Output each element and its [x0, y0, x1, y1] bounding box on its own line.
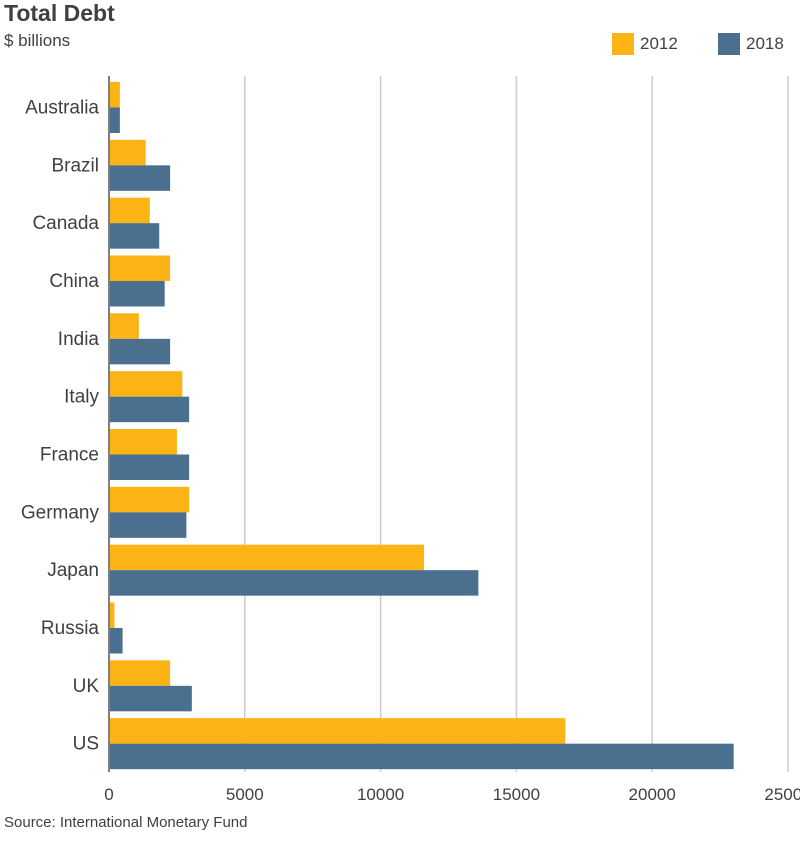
- x-tick-label: 10000: [357, 785, 404, 804]
- x-tick-label: 0: [104, 785, 113, 804]
- bar-2012: [109, 82, 120, 108]
- legend-label-2012: 2012: [640, 34, 678, 53]
- chart-title: Total Debt: [4, 0, 115, 26]
- legend-item-2012: 2012: [612, 32, 678, 56]
- legend-swatch-2018: [718, 33, 740, 55]
- bar-2012: [109, 197, 150, 224]
- y-category-label: China: [49, 271, 99, 292]
- bar-2018: [109, 281, 165, 307]
- bar-2018: [109, 107, 120, 133]
- bar-2012: [109, 313, 139, 339]
- bars: [109, 82, 734, 770]
- x-tick-label: 5000: [226, 785, 264, 804]
- y-category-label: Canada: [32, 213, 99, 234]
- legend-label-2018: 2018: [746, 34, 784, 53]
- y-category-label: Germany: [21, 502, 100, 523]
- bar-2018: [109, 570, 479, 596]
- bar-2018: [109, 685, 192, 712]
- bar-2018: [109, 223, 160, 249]
- legend-swatch-2012: [612, 33, 634, 55]
- legend-item-2018: 2018: [718, 32, 784, 56]
- y-category-label: Japan: [47, 560, 99, 581]
- x-tick-label: 25000: [764, 785, 800, 804]
- chart-subtitle: $ billions: [4, 31, 71, 50]
- bar-2012: [109, 544, 425, 571]
- bar-2012: [109, 429, 177, 455]
- bar-2012: [109, 718, 566, 744]
- y-category-label: India: [58, 329, 100, 350]
- y-category-label: Australia: [25, 98, 99, 119]
- gridlines: [244, 76, 789, 772]
- y-category-label: Russia: [41, 618, 100, 639]
- y-category-label: UK: [73, 676, 100, 697]
- bar-2012: [109, 371, 183, 397]
- bar-2018: [109, 628, 123, 654]
- bar-2018: [109, 454, 190, 480]
- bar-2018: [109, 338, 171, 365]
- y-category-label: Brazil: [51, 155, 99, 176]
- bar-2012: [109, 660, 171, 686]
- y-category-label: Italy: [64, 387, 99, 408]
- source-note: Source: International Monetary Fund: [4, 814, 248, 831]
- bar-2018: [109, 743, 734, 770]
- bar-2012: [109, 602, 115, 628]
- bar-2018: [109, 512, 187, 538]
- y-category-label: France: [40, 445, 99, 466]
- bar-2018: [109, 396, 190, 423]
- x-tick-label: 20000: [629, 785, 676, 804]
- x-tick-label: 15000: [493, 785, 540, 804]
- bar-2012: [109, 255, 171, 281]
- bar-2012: [109, 486, 190, 513]
- bar-2018: [109, 165, 171, 191]
- bar-2012: [109, 139, 146, 166]
- y-category-label: US: [73, 734, 99, 755]
- labels: 0 5000 10000 15000 20000 25000 Australia Brazil…: [21, 98, 800, 805]
